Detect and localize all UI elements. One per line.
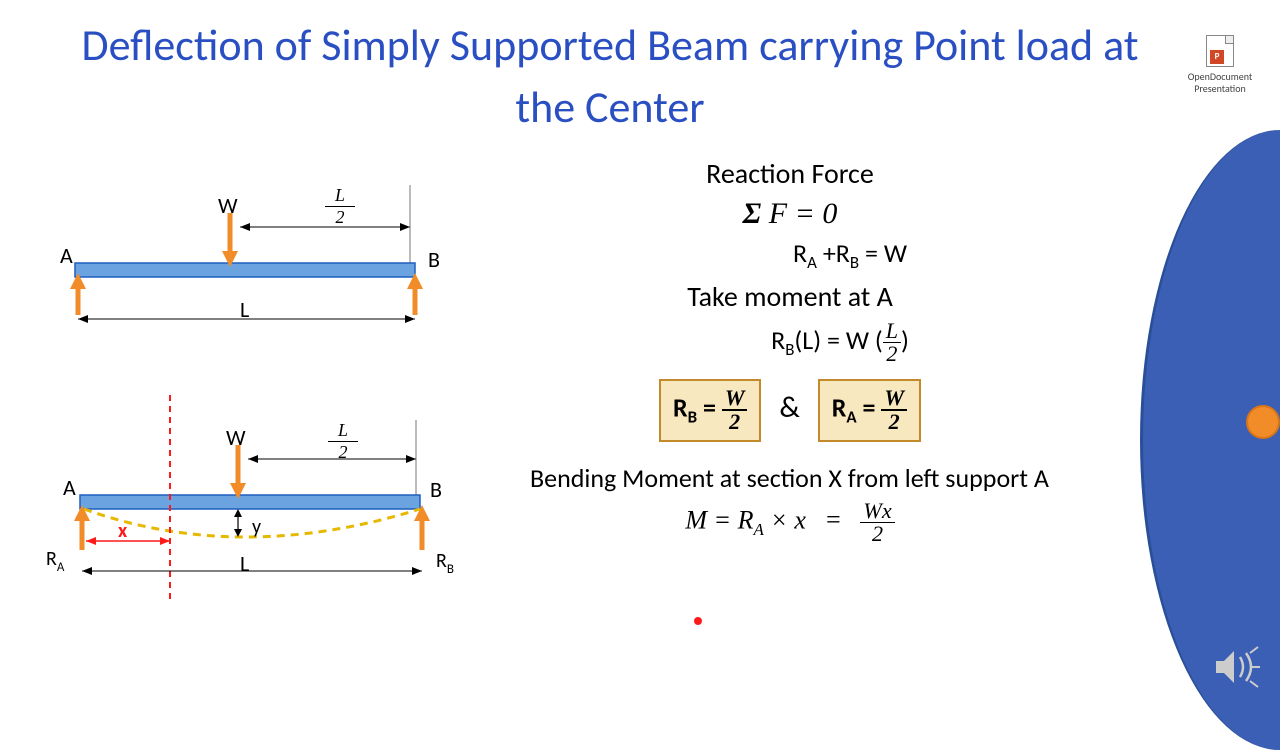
- heading-take-moment: Take moment at A: [520, 279, 1060, 314]
- label-L1: L: [240, 296, 249, 323]
- label-B2: B: [430, 476, 442, 503]
- page-title: Deflection of Simply Supported Beam carr…: [60, 15, 1160, 138]
- ppt-file-icon: P: [1206, 35, 1234, 67]
- heading-reaction-force: Reaction Force: [520, 156, 1060, 191]
- label-x: x: [118, 519, 128, 543]
- svg-text:RA: RA: [46, 547, 65, 575]
- svg-text:RB: RB: [436, 549, 454, 577]
- heading-bending-moment: Bending Moment at section X from left su…: [530, 462, 1060, 494]
- label-W2: W: [226, 424, 246, 451]
- boxed-rb: RB = W2: [659, 379, 761, 441]
- boxed-ra: RA = W2: [818, 379, 921, 441]
- label-A2: A: [63, 474, 76, 501]
- label-A1: A: [60, 242, 73, 269]
- beam-diagrams: A B W L L 2 A B: [40, 175, 460, 620]
- speaker-icon: [1210, 645, 1260, 695]
- equations-block: Reaction Force Σ F = 0 RA +RB = W Take m…: [520, 150, 1060, 551]
- label-B1: B: [428, 246, 440, 273]
- orange-dot: [1246, 405, 1280, 439]
- label-W1: W: [218, 192, 238, 219]
- file-icon-label: OpenDocument Presentation: [1180, 71, 1260, 95]
- file-icon-area: P OpenDocument Presentation: [1180, 35, 1260, 95]
- laser-pointer-dot: [694, 617, 702, 625]
- label-L2: L: [240, 550, 249, 577]
- diagram-svg: A B W L L 2 A B: [40, 175, 470, 615]
- label-y: y: [252, 515, 261, 539]
